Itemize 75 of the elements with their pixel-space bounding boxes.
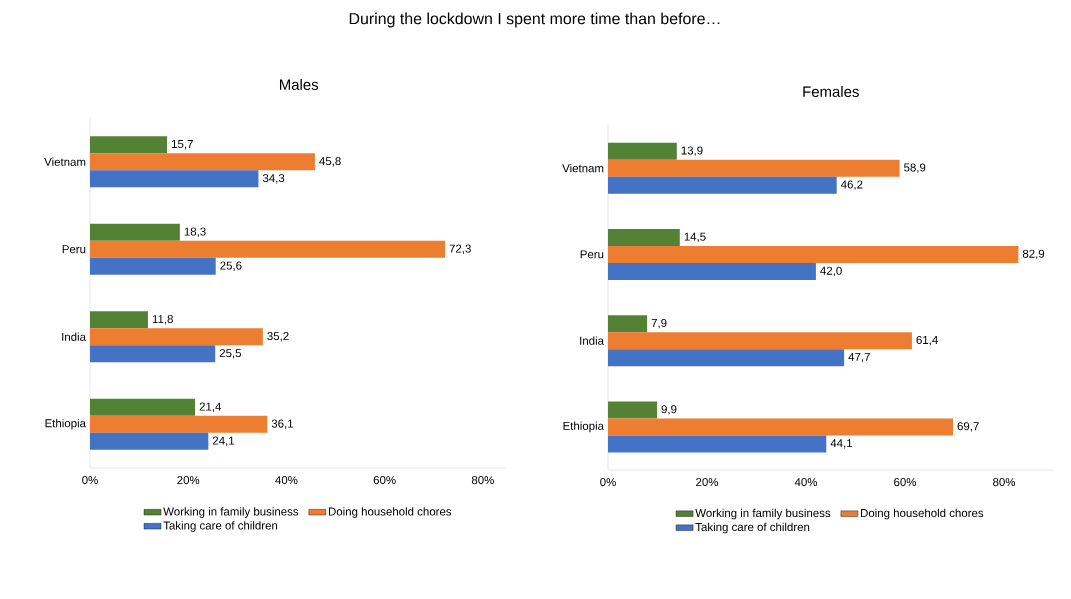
data-label: 15,7 [171,140,193,150]
y-tick-label: Peru [62,245,86,254]
data-label: 11,8 [152,315,173,325]
x-tick-label: 60% [373,476,396,485]
data-label: 35,2 [267,332,289,342]
bar [608,401,658,419]
x-tick-label: 20% [696,478,719,487]
chart-title: Females [803,86,859,97]
x-tick-label: 0% [82,476,98,485]
data-label: 61,4 [916,335,938,346]
legend-label: Taking care of children [163,521,278,532]
bar [90,136,168,154]
x-tick-label: 40% [275,476,298,485]
bar [608,228,680,246]
bar [90,415,268,433]
data-label: 18,3 [184,227,206,237]
bar [608,159,900,177]
y-tick-label: Vietnam [562,163,604,173]
bar [608,349,845,367]
bar [608,315,648,333]
data-label: 9,9 [661,405,677,415]
bar [90,432,209,450]
data-label: 24,1 [212,436,235,446]
data-label: 45,8 [319,157,341,167]
y-tick-label: India [62,332,86,341]
bar [90,328,263,346]
bar [608,418,954,436]
bar [90,223,180,241]
bar [90,240,446,258]
data-label: 34,3 [262,174,285,184]
data-label: 25,5 [219,349,242,359]
data-label: 58,9 [904,163,926,173]
legend-label: Taking care of children [695,522,810,534]
bar [90,345,216,363]
bar [608,176,837,194]
chart-title: Males [279,79,319,90]
bar [608,435,827,453]
bar [608,142,677,160]
data-label: 72,3 [449,244,471,254]
bar [608,245,1019,263]
data-label: 36,1 [271,419,294,429]
y-tick-label: Peru [580,250,604,259]
x-tick-label: 20% [177,476,200,485]
bar [90,153,315,171]
data-label: 42,0 [820,266,842,277]
x-tick-label: 40% [794,478,818,487]
x-tick-label: 0% [600,478,616,487]
data-label: 46,2 [840,180,863,190]
x-tick-label: 80% [471,476,494,485]
bar [90,170,259,188]
y-tick-label: India [580,336,604,345]
data-label: 21,4 [199,402,222,412]
data-label: 14,5 [684,232,706,243]
y-tick-label: Ethiopia [45,418,86,430]
y-tick-label: Vietnam [44,157,86,166]
legend-label: Doing household chores [328,507,452,518]
legend-label: Working in family business [163,507,299,518]
data-label: 69,7 [957,422,979,432]
data-label: 7,9 [651,318,667,329]
data-label: 44,1 [830,439,853,449]
bar [90,311,148,329]
data-label: 82,9 [1022,249,1045,260]
data-label: 13,9 [681,146,703,156]
legend-label: Working in family business [695,508,831,520]
legend-label: Doing household chores [861,508,984,520]
bar [608,332,912,350]
bar [90,398,196,416]
data-label: 47,7 [848,352,870,363]
x-tick-label: 60% [894,478,917,487]
bar [608,262,816,280]
data-label: 25,6 [220,261,242,271]
x-tick-label: 80% [993,478,1016,487]
text: During the lockdown I spent more time than before… [349,12,720,28]
bar [90,257,216,275]
y-tick-label: Ethiopia [563,421,604,433]
